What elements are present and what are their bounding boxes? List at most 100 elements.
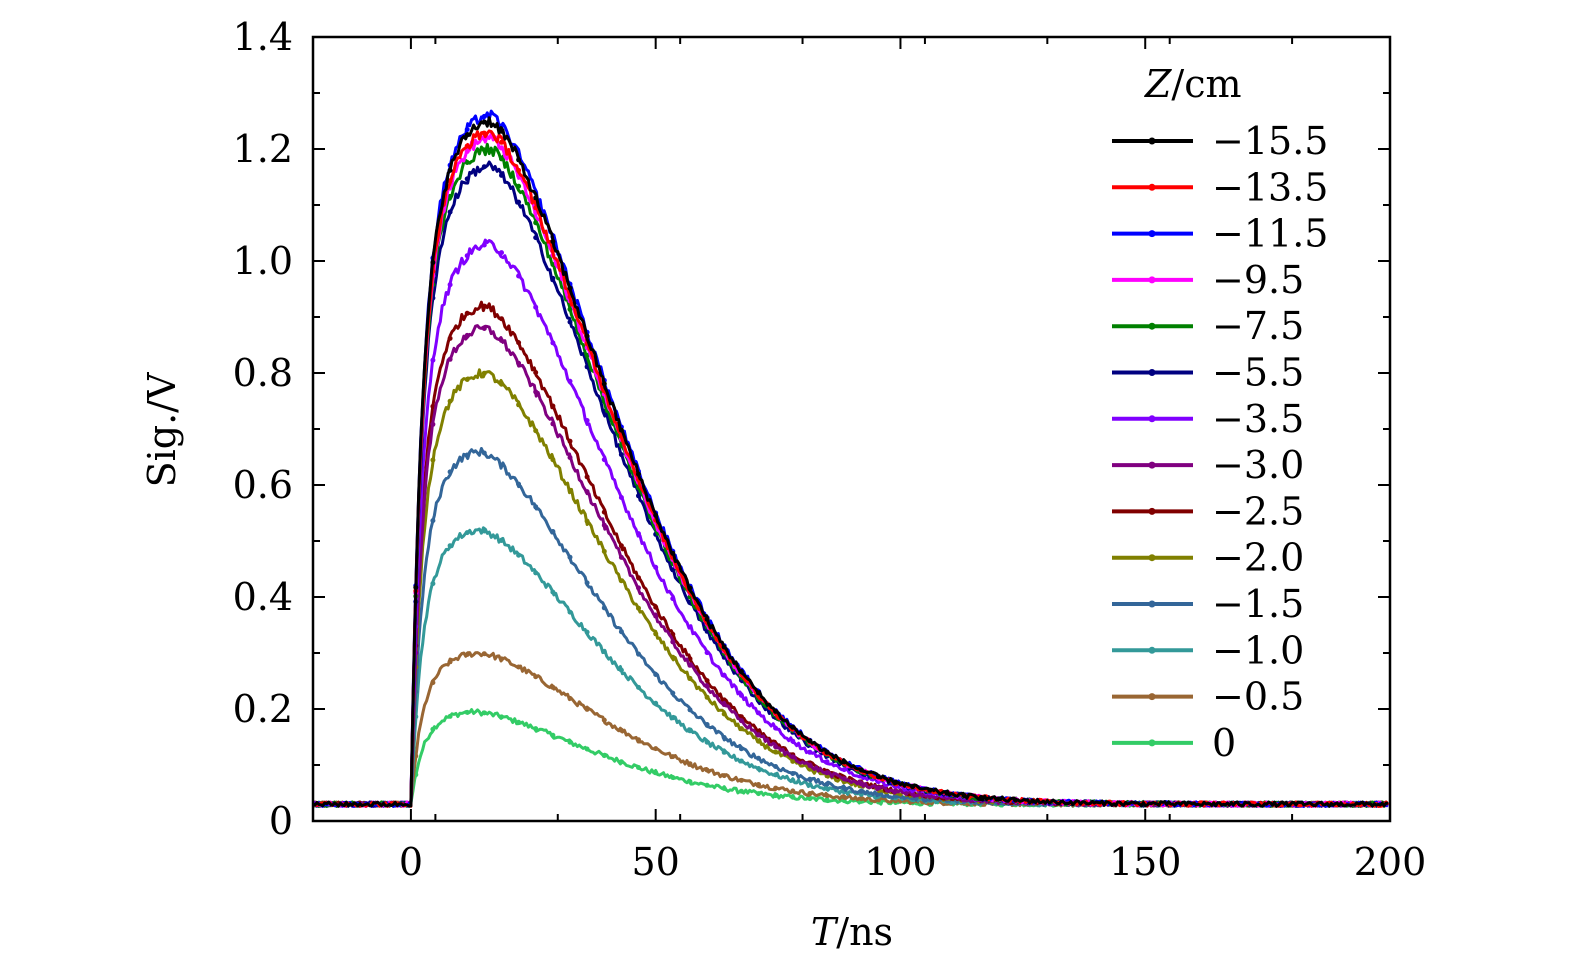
series-marker (447, 356, 453, 362)
series-marker (499, 156, 504, 162)
series-marker (721, 697, 727, 703)
series-marker (601, 605, 607, 611)
series-marker (618, 543, 624, 549)
series-marker (687, 728, 693, 734)
y-tick-label: 1.4 (233, 15, 293, 59)
series-marker (499, 128, 504, 134)
series-marker (533, 220, 539, 226)
series-marker (636, 651, 641, 657)
series-marker (721, 773, 727, 779)
series-marker (773, 764, 779, 769)
series-marker (807, 763, 813, 768)
series-marker (824, 770, 830, 776)
series-marker (721, 702, 727, 708)
series-marker (464, 132, 470, 138)
series-marker (704, 739, 710, 745)
legend-marker (1148, 554, 1156, 562)
legend-label: −7.5 (1212, 304, 1304, 348)
series-marker (670, 715, 676, 721)
series-marker (430, 726, 436, 732)
series-marker (721, 786, 727, 791)
series-marker (550, 275, 556, 281)
series-marker (875, 785, 881, 791)
x-axis-variable: T (811, 910, 839, 954)
series-marker (447, 178, 453, 184)
series-marker (584, 746, 590, 752)
series-marker (653, 672, 659, 677)
series-marker (670, 654, 676, 660)
series-marker (567, 695, 573, 701)
series-marker (653, 512, 659, 518)
series-marker (995, 796, 1001, 802)
series-marker (481, 130, 487, 136)
series-marker (430, 357, 436, 363)
series-marker (447, 713, 453, 719)
series-marker (738, 746, 744, 752)
series-marker (447, 209, 453, 215)
series-marker (773, 708, 779, 714)
y-axis: 0 0.2 0.4 0.6 0.8 1.0 1.2 1.4 (233, 15, 1390, 843)
series-marker (447, 282, 453, 288)
series-marker (464, 652, 470, 657)
series-marker (584, 333, 590, 339)
y-tick-label: 0.8 (233, 351, 293, 395)
series-marker (1030, 798, 1036, 804)
series-marker (481, 119, 487, 125)
series-marker (533, 428, 539, 434)
series-marker (756, 791, 761, 797)
legend-label: −9.5 (1212, 258, 1304, 302)
series-marker (499, 338, 504, 343)
series-marker (773, 785, 779, 791)
series-marker (516, 157, 522, 163)
x-tick-label: 200 (1354, 840, 1427, 884)
legend-marker (1148, 600, 1156, 608)
series-marker (653, 770, 659, 776)
series-marker (636, 493, 641, 499)
series-marker (481, 242, 487, 248)
series-marker (516, 360, 522, 366)
legend-label: −3.5 (1212, 397, 1304, 441)
series-marker (533, 389, 539, 395)
legend-marker (1148, 230, 1156, 238)
series-marker (481, 326, 487, 331)
y-tick-label: 1.2 (233, 127, 293, 171)
series-marker (875, 774, 881, 780)
series-marker (756, 710, 761, 716)
series-marker (464, 176, 470, 182)
series-marker (944, 790, 950, 796)
series-marker (636, 737, 641, 743)
series-marker (481, 164, 487, 170)
series-marker (447, 469, 453, 475)
series-marker (756, 755, 761, 761)
series-marker (567, 554, 573, 560)
series-marker (567, 487, 573, 493)
legend-marker (1148, 461, 1156, 469)
legend-marker (1148, 415, 1156, 423)
legend-marker (1148, 322, 1156, 330)
series-marker (653, 604, 659, 610)
series-marker (824, 786, 830, 792)
series-marker (464, 530, 470, 536)
legend-label: −13.5 (1212, 165, 1328, 209)
series-marker (670, 775, 676, 780)
series-marker (481, 113, 487, 119)
series-marker (464, 332, 470, 338)
series-marker (773, 772, 779, 778)
series-marker (738, 758, 744, 764)
series-marker (636, 605, 641, 611)
legend-label: −2.5 (1212, 489, 1304, 533)
x-axis-unit: /ns (836, 910, 893, 954)
series-marker (927, 787, 933, 793)
series-marker (841, 785, 847, 791)
series-marker (636, 575, 641, 581)
legend-label: −2.0 (1212, 536, 1304, 580)
series-marker (499, 656, 504, 662)
series-marker (499, 316, 504, 322)
series-marker (841, 794, 847, 800)
y-tick-label: 0.6 (233, 463, 293, 507)
series-marker (756, 766, 761, 771)
series-marker (447, 398, 453, 404)
series-marker (790, 794, 796, 800)
series-marker (653, 746, 659, 752)
y-axis-title: Sig./V (140, 372, 184, 487)
